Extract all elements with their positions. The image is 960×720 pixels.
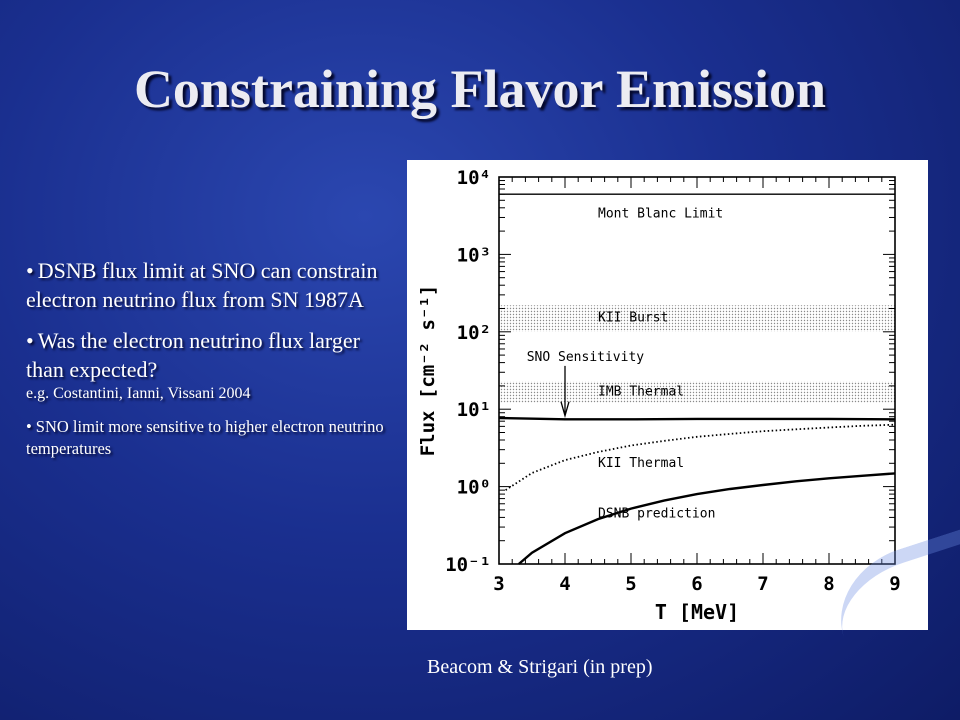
x-tick-label: 3 bbox=[493, 573, 504, 595]
annotation-label: SNO Sensitivity bbox=[527, 350, 645, 365]
y-tick-label: 10⁰ bbox=[457, 477, 491, 499]
band-kii-burst bbox=[499, 305, 895, 332]
series-dsnb-prediction bbox=[518, 472, 896, 565]
y-tick-label: 10² bbox=[457, 322, 491, 344]
series-sno-sensitivity bbox=[498, 416, 896, 421]
bullet-text: Was the electron neutrino flux larger th… bbox=[26, 328, 360, 382]
y-tick-label: 10³ bbox=[457, 244, 491, 266]
x-tick-label: 7 bbox=[757, 573, 768, 595]
bullet-dot: • bbox=[26, 328, 34, 353]
slide-title: Constraining Flavor Emission bbox=[133, 59, 827, 119]
x-tick-label: 9 bbox=[889, 573, 900, 595]
band-imb-thermal bbox=[499, 381, 895, 404]
x-tick-label: 8 bbox=[823, 573, 834, 595]
figure-caption: Beacom & Strigari (in prep) bbox=[427, 656, 653, 678]
bullet-item: • Was the electron neutrino flux larger t… bbox=[26, 326, 386, 404]
label-kii-burst: KII Burst bbox=[598, 311, 668, 326]
label-kii-thermal: KII Thermal bbox=[598, 456, 684, 471]
x-tick-label: 4 bbox=[559, 573, 570, 595]
label-imb-thermal: IMB Thermal bbox=[598, 385, 684, 400]
bullet-dot: • bbox=[26, 417, 32, 436]
bullet-item: • DSNB flux limit at SNO can constrain el… bbox=[26, 256, 386, 314]
bullet-subtext: e.g. Costantini, Ianni, Vissani 2004 bbox=[26, 385, 251, 402]
x-axis-label: T [MeV] bbox=[655, 600, 739, 624]
chart-figure: 3 4 5 6 7 8 9 10⁻¹ 10⁰ 10¹ 10² 10³ 10⁴ T [MeV] Flux [c… bbox=[407, 160, 928, 630]
flux-chart: 3 4 5 6 7 8 9 10⁻¹ 10⁰ 10¹ 10² 10³ 10⁴ T [MeV] Flux [c… bbox=[417, 167, 901, 624]
y-tick-label: 10¹ bbox=[457, 399, 491, 421]
bullet-list: • DSNB flux limit at SNO can constrain el… bbox=[26, 256, 386, 472]
bullet-text: DSNB flux limit at SNO can constrain ele… bbox=[26, 258, 378, 312]
label-mont-blanc: Mont Blanc Limit bbox=[598, 206, 723, 221]
y-axis-label: Flux [cm⁻² s⁻¹] bbox=[417, 285, 439, 457]
label-dsnb: DSNB prediction bbox=[598, 506, 715, 521]
x-tick-label: 6 bbox=[691, 573, 702, 595]
bullet-item: • SNO limit more sensitive to higher elec… bbox=[26, 416, 386, 460]
x-tick-label: 5 bbox=[625, 573, 636, 595]
bullet-dot: • bbox=[26, 258, 34, 283]
bullet-text: SNO limit more sensitive to higher elect… bbox=[26, 417, 384, 458]
y-tick-label: 10⁴ bbox=[457, 167, 491, 189]
annotation-arrowhead bbox=[560, 401, 570, 419]
y-tick-label: 10⁻¹ bbox=[445, 554, 491, 576]
series-kii-thermal bbox=[505, 423, 896, 491]
